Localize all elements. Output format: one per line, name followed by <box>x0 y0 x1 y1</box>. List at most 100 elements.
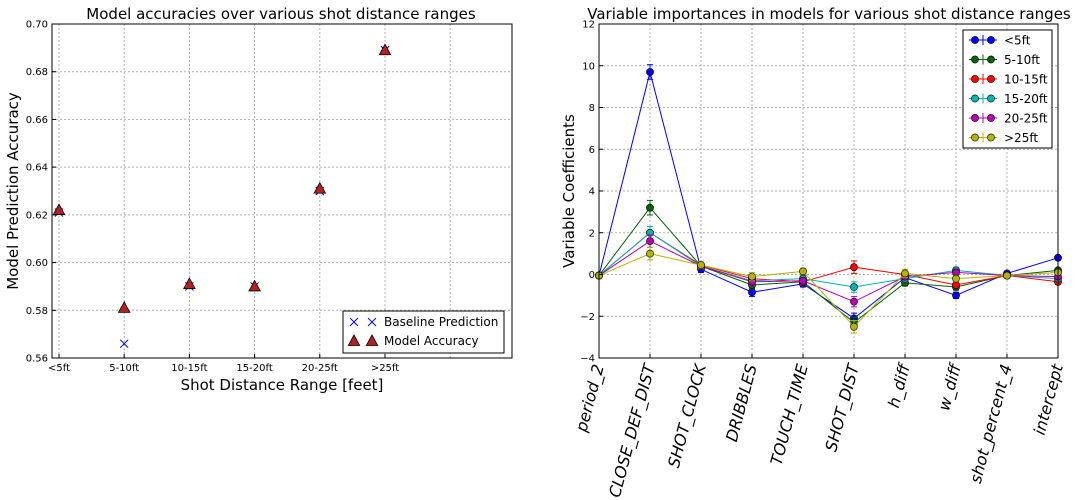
y-tick-label: 0.58 <box>26 306 48 317</box>
series->25ft <box>595 246 1062 334</box>
series-5-10ft <box>595 199 1062 329</box>
y-tick-label: 0.62 <box>26 210 48 221</box>
data-point <box>850 297 858 306</box>
legend-label: 20-25ft <box>1004 112 1048 126</box>
y-tick-label: 0.64 <box>26 163 48 174</box>
data-point <box>799 267 807 276</box>
legend-label: Model Accuracy <box>384 334 479 348</box>
data-point <box>952 274 960 283</box>
legend-marker <box>987 94 995 103</box>
accuracy-chart-legend: Baseline Prediction Model Accuracy <box>342 310 505 354</box>
y-tick-label: 0.66 <box>26 115 48 126</box>
x-marker-stroke <box>349 317 359 327</box>
legend-label: Baseline Prediction <box>384 315 498 329</box>
data-point <box>748 272 756 281</box>
accuracy-chart: Model accuracies over various shot dista… <box>4 5 513 394</box>
legend-marker <box>987 75 995 83</box>
legend-marker <box>987 36 995 44</box>
data-point <box>850 263 858 272</box>
x-tick-label: 15-20ft <box>236 363 272 374</box>
data-point <box>850 283 858 291</box>
data-point <box>850 322 858 331</box>
accuracy-legend-box <box>342 310 505 354</box>
x-tick-label: h_diff <box>884 360 915 410</box>
accuracy-chart-y-ticks: 0.56 0.58 0.60 0.62 0.64 0.66 0.68 0.70 <box>26 20 56 365</box>
y-tick-label: 12 <box>582 20 595 31</box>
legend-marker <box>971 114 979 122</box>
x-tick-label: SHOT_DIST <box>821 361 864 454</box>
data-point <box>1003 271 1011 280</box>
legend-x-marker <box>349 317 359 327</box>
data-point <box>697 261 705 270</box>
x-tick-label: period_2 <box>571 362 608 435</box>
y-tick-label: 0 <box>589 270 595 281</box>
legend-triangle-marker <box>347 334 361 346</box>
model-accuracy-point <box>52 203 66 215</box>
importance-chart: Variable importances in models for vario… <box>560 5 1071 500</box>
series-line <box>598 71 1059 319</box>
y-tick-label: −2 <box>580 312 595 323</box>
x-tick-label: <5ft <box>48 363 70 374</box>
accuracy-chart-y-label: Model Prediction Accuracy <box>4 92 22 290</box>
x-tick-label: shot_percent_4 <box>966 362 1017 485</box>
importance-chart-y-label: Variable Coefficients <box>560 114 578 268</box>
importance-chart-legend: <5ft 5-10ft 10-15ft 15-20ft 20-25ft >25ft <box>962 29 1053 149</box>
legend-label: 15-20ft <box>1004 92 1048 106</box>
importance-chart-title: Variable importances in models for vario… <box>587 5 1071 23</box>
legend-triangle-marker <box>365 334 379 346</box>
y-tick-label: 10 <box>582 61 595 72</box>
model-accuracy-point <box>183 277 196 289</box>
x-tick-label: SHOT_CLOCK <box>664 361 711 470</box>
data-point <box>646 68 654 76</box>
series-20-25ft <box>595 234 1062 308</box>
legend-label: 10-15ft <box>1004 73 1048 87</box>
x-marker-stroke <box>119 339 129 349</box>
series-line <box>598 232 1059 288</box>
accuracy-chart-frame <box>51 23 513 359</box>
accuracy-chart-title: Model accuracies over various shot dista… <box>86 5 476 23</box>
x-tick-label: DRIBBLES <box>722 362 761 444</box>
legend-marker <box>971 36 979 44</box>
series-line <box>598 206 1059 324</box>
x-tick-label: intercept <box>1030 361 1067 437</box>
series-15-20ft <box>595 225 1062 293</box>
legend-label: >25ft <box>1004 131 1038 145</box>
x-marker-stroke <box>367 317 377 327</box>
legend-marker <box>987 114 995 122</box>
y-tick-label: 6 <box>589 145 595 156</box>
data-point <box>646 249 654 258</box>
importance-chart-y-ticks: −4 −2 0 2 4 6 8 10 12 <box>580 20 603 365</box>
accuracy-chart-series <box>52 43 392 349</box>
legend-marker <box>971 94 979 103</box>
y-tick-label: 4 <box>589 187 595 198</box>
legend-marker <box>987 55 995 64</box>
y-tick-label: 8 <box>589 103 595 114</box>
x-tick-label: TOUCH_TIME <box>767 361 813 467</box>
legend-label: 5-10ft <box>1004 53 1040 67</box>
model-accuracy-point <box>313 181 327 194</box>
model-accuracy-point <box>117 301 131 313</box>
data-point <box>799 276 807 285</box>
legend-label: <5ft <box>1004 34 1031 48</box>
y-tick-label: 2 <box>589 228 595 239</box>
x-tick-label: w_diff <box>934 360 966 413</box>
baseline-point <box>119 339 129 349</box>
data-point <box>748 288 756 297</box>
data-point <box>901 269 909 278</box>
data-point <box>646 203 654 212</box>
x-tick-label: CLOSE_DEF_DIST <box>605 361 660 500</box>
series-line <box>598 253 1059 328</box>
x-tick-label: 5-10ft <box>109 363 139 374</box>
y-tick-label: 0.70 <box>26 20 48 31</box>
model-accuracy-point <box>378 43 392 56</box>
importance-legend-box <box>962 29 1053 149</box>
model-accuracy-point <box>248 279 261 292</box>
legend-x-marker <box>367 317 377 327</box>
y-tick-label: 0.60 <box>26 258 48 269</box>
importance-chart-series <box>595 64 1062 334</box>
data-point <box>952 291 960 300</box>
accuracy-chart-x-label: Shot Distance Range [feet] <box>181 376 384 394</box>
legend-marker <box>987 133 995 142</box>
